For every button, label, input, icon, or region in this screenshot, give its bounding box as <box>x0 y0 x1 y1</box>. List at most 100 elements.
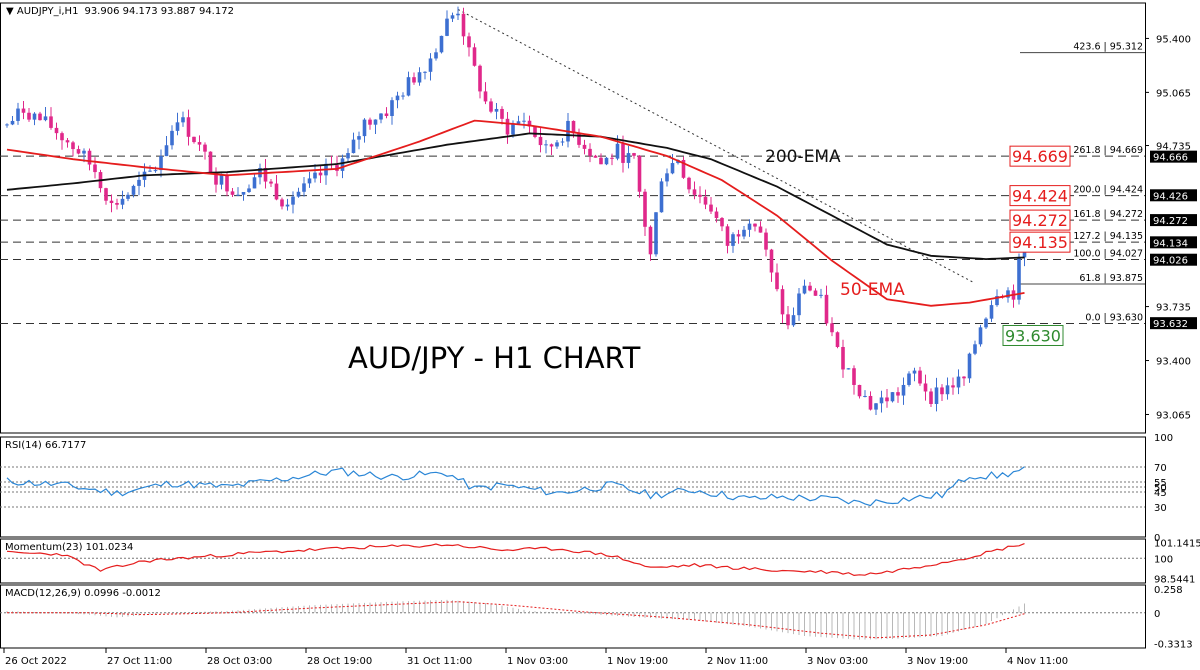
time-label-2: 28 Oct 03:00 <box>207 656 272 667</box>
candle-body <box>951 385 955 388</box>
candle-body <box>978 327 983 345</box>
level-box-text-94.135: 94.135 <box>1012 233 1068 252</box>
panel-frame <box>0 584 1146 649</box>
candle-body <box>973 344 977 354</box>
candle-body <box>940 387 944 395</box>
candle-body <box>896 392 900 396</box>
candle-body <box>439 35 444 53</box>
candle-body <box>819 294 823 296</box>
level-box-94.669 <box>1009 145 1071 167</box>
candle-body <box>703 196 708 205</box>
candle-body <box>786 314 790 326</box>
candle-body <box>351 139 356 154</box>
candle-body <box>230 191 235 195</box>
candle-body <box>714 211 719 219</box>
candle-body <box>236 194 240 196</box>
time-label-3: 28 Oct 19:00 <box>307 656 372 667</box>
candle-body <box>863 395 867 397</box>
candle-body <box>549 144 554 147</box>
candle-body <box>648 226 653 255</box>
candle-body <box>780 289 785 315</box>
candle-body <box>582 144 587 149</box>
candle-body <box>280 199 284 207</box>
candle-body <box>769 249 774 273</box>
candle-body <box>357 136 361 140</box>
candle-body <box>153 170 158 172</box>
candle-body <box>604 157 609 165</box>
level-box-text-94.669: 94.669 <box>1012 147 1068 166</box>
candle-body <box>571 120 576 134</box>
price-tag-94.272: 94.272 <box>1153 216 1188 227</box>
candle-body <box>186 117 191 137</box>
candle-body <box>269 181 273 184</box>
candle-body <box>318 172 323 176</box>
candle-body <box>219 175 224 185</box>
candle-body <box>478 65 482 92</box>
candle-body <box>263 167 268 182</box>
candle-body <box>247 188 251 192</box>
price-tick-label-94.735: 94.735 <box>1156 142 1191 153</box>
level-box-94.272 <box>1009 209 1071 231</box>
symbol-icon: ▼ <box>6 6 17 17</box>
candle-body <box>76 149 81 154</box>
candle-body <box>32 113 37 120</box>
price-tag-bg <box>1150 253 1197 266</box>
candle-body <box>340 158 345 171</box>
chart-symbol: AUDJPY_i,H1 <box>17 6 79 17</box>
candle-body <box>808 285 812 291</box>
candle-body <box>659 181 664 213</box>
fib-label-161.8: 161.8 | 94.272 <box>1073 209 1143 220</box>
candle-body <box>71 142 75 150</box>
price-level-boxes: 94.669 94.424 94.272 94.135 93.630 <box>1002 145 1071 346</box>
candle-body <box>791 315 796 326</box>
price-axis: 95.400 95.065 94.735 93.735 93.400 93.065 <box>1145 34 1191 421</box>
candle-body <box>841 346 845 370</box>
candle-body <box>115 203 119 205</box>
tick-45: 45 <box>1154 488 1167 499</box>
fib-label-61.8: 61.8 | 93.875 <box>1079 273 1143 284</box>
candle-body <box>82 150 86 154</box>
candle-body <box>450 15 455 19</box>
candle-body <box>989 305 994 319</box>
tick-0: 0 <box>1154 533 1160 544</box>
candle-body <box>49 116 53 128</box>
candle-body <box>285 204 290 207</box>
candle-body <box>417 72 422 83</box>
time-axis: 26 Oct 2022 27 Oct 11:00 28 Oct 03:00 28 Oc… <box>3 648 1068 667</box>
candle-body <box>494 108 499 112</box>
candle-body <box>175 122 180 131</box>
ema200-line <box>6 132 1025 261</box>
candle-body <box>890 392 895 402</box>
panel-frames <box>0 2 1146 649</box>
fib-label-0.0: 0.0 | 93.630 <box>1085 312 1143 323</box>
candle-body <box>824 294 829 324</box>
candle-body <box>406 77 411 96</box>
price-tick-label-93.065: 93.065 <box>1156 410 1191 421</box>
candle-body <box>797 293 801 316</box>
candle-body <box>241 191 246 195</box>
candle-body <box>313 172 317 179</box>
fib-label-127.2: 127.2 | 94.135 <box>1073 231 1143 242</box>
candle-body <box>373 119 378 125</box>
candle-body <box>10 120 15 125</box>
candle-body <box>60 133 64 141</box>
time-label-4: 31 Oct 11:00 <box>407 656 472 667</box>
candle-body <box>874 403 878 410</box>
candle-body <box>296 191 301 197</box>
tick-0.258: 0.258 <box>1154 585 1183 596</box>
price-tag-bg <box>1150 189 1197 202</box>
indicator-header: RSI(14) 66.7177 <box>5 440 86 451</box>
time-label-5: 1 Nov 03:00 <box>507 656 568 667</box>
candle-body <box>461 13 466 37</box>
candle-body <box>21 108 26 113</box>
tick-98.5441: 98.5441 <box>1154 574 1195 585</box>
chart-header: ▼ AUDJPY_i,H1 93.906 94.173 93.887 94.172 <box>6 6 234 17</box>
candle-body <box>615 143 620 159</box>
candle-body <box>945 385 950 395</box>
candle-body <box>907 373 911 385</box>
candle-body <box>164 145 169 157</box>
fibonacci-levels <box>0 52 1145 324</box>
candle-body <box>599 157 603 165</box>
candle-body <box>912 370 917 374</box>
